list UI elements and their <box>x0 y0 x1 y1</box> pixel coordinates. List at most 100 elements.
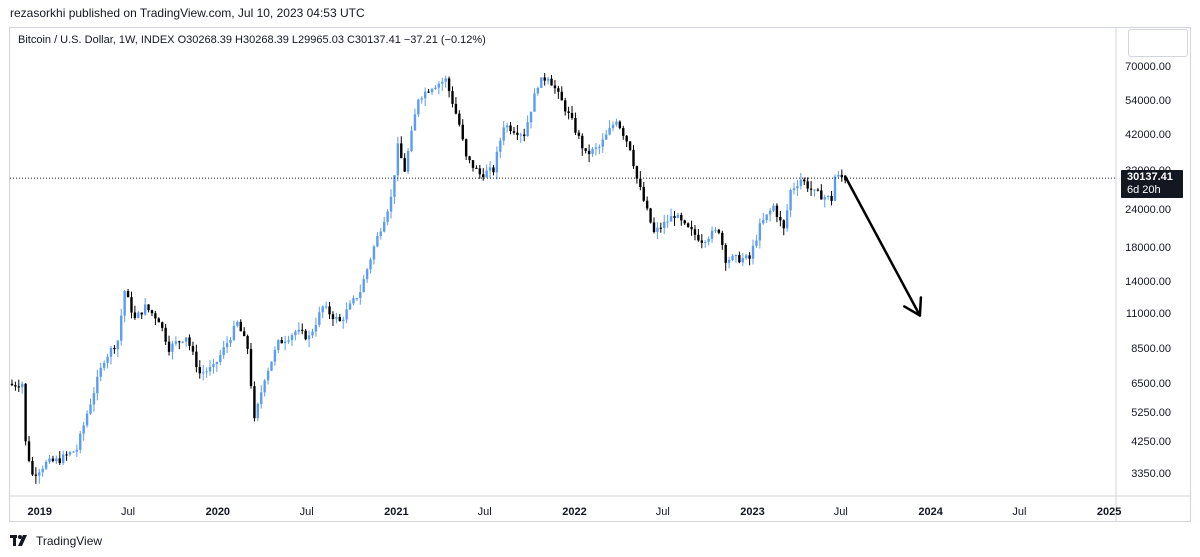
candle <box>263 379 266 397</box>
candle-body <box>686 223 690 227</box>
price-tick-label: 54000.00 <box>1125 95 1171 107</box>
time-tick-label: 2025 <box>1097 506 1121 518</box>
candle-body <box>89 404 92 414</box>
tradingview-logo-icon[interactable] <box>10 535 30 547</box>
symbol-label[interactable]: Bitcoin / U.S. Dollar, 1W, INDEX <box>18 34 175 46</box>
forecast-arrow[interactable] <box>843 175 923 317</box>
candle-body <box>123 291 126 316</box>
candle <box>789 188 792 218</box>
footer: TradingView <box>10 534 102 548</box>
candle-body <box>813 189 816 191</box>
candle <box>171 340 174 360</box>
candle-body <box>212 364 215 367</box>
candle <box>376 232 379 248</box>
candle-body <box>437 83 441 88</box>
candle <box>499 137 502 159</box>
candle <box>837 170 840 179</box>
candle-body <box>65 454 68 456</box>
arrow-head <box>903 305 922 317</box>
candle-body <box>673 216 676 218</box>
candle-body <box>560 91 563 101</box>
footer-brand[interactable]: TradingView <box>36 534 103 548</box>
candle <box>283 335 287 351</box>
candle <box>96 369 99 401</box>
chart-frame <box>9 27 1191 522</box>
candle-body <box>55 458 58 462</box>
candle-body <box>406 151 410 172</box>
candle <box>816 188 820 192</box>
candle-body <box>301 329 304 331</box>
candle-body <box>690 226 693 230</box>
candle-body <box>540 77 543 88</box>
candle-body <box>710 230 714 239</box>
candle-body <box>683 220 686 224</box>
candle-body <box>79 433 82 450</box>
candle <box>526 115 529 137</box>
candle <box>444 75 447 88</box>
chart-legend: Bitcoin / U.S. Dollar, 1W, INDEX O30268.… <box>18 34 486 46</box>
candle <box>225 336 229 353</box>
candle <box>191 341 195 355</box>
time-tick-label: 2024 <box>918 506 943 518</box>
time-tick-label: Jul <box>300 506 314 518</box>
candle <box>447 76 451 98</box>
candle <box>697 229 700 242</box>
candle <box>574 112 577 136</box>
candle-body <box>775 205 779 218</box>
candle-body <box>222 347 225 355</box>
candle-body <box>75 449 79 452</box>
candle-body <box>632 149 635 167</box>
candle-body <box>48 458 51 462</box>
candle <box>721 230 724 250</box>
candle <box>516 124 519 140</box>
candle-body <box>355 298 359 300</box>
candle <box>683 219 686 226</box>
candle-body <box>338 316 341 322</box>
candle-body <box>277 340 280 351</box>
candle-body <box>666 221 669 223</box>
candle <box>669 208 673 222</box>
candle-body <box>461 124 464 140</box>
candle-body <box>417 99 420 115</box>
candle-body <box>290 335 294 341</box>
candle <box>738 251 741 264</box>
candle-body <box>557 88 560 92</box>
candle-body <box>427 91 430 93</box>
candle-body <box>225 343 229 348</box>
candle <box>75 444 79 457</box>
candle-body <box>96 376 99 394</box>
candle <box>676 212 680 219</box>
price-tick-label: 14000.00 <box>1125 276 1171 288</box>
candle-body <box>492 167 495 173</box>
candle-body <box>208 366 212 372</box>
candle-body <box>191 345 195 352</box>
candle-body <box>99 367 102 377</box>
price-scale-corner-box[interactable] <box>1128 29 1188 57</box>
publisher-line: rezasorkhi published on TradingView.com,… <box>10 6 365 20</box>
candle-body <box>454 103 458 114</box>
candle <box>492 165 495 176</box>
candle <box>270 361 273 372</box>
candle-body <box>796 185 799 189</box>
candle <box>116 339 120 358</box>
candle-body <box>348 303 352 310</box>
candle <box>400 136 403 159</box>
candle <box>205 367 208 378</box>
candle-body <box>628 141 632 150</box>
candle-body <box>242 331 246 337</box>
candle <box>31 457 34 476</box>
candle <box>840 169 844 182</box>
candle <box>260 385 263 409</box>
candle <box>519 132 522 143</box>
candle <box>673 211 676 226</box>
candle <box>690 220 693 236</box>
candle <box>324 301 328 310</box>
candle-body <box>283 341 287 344</box>
candle <box>458 110 461 127</box>
candle-body <box>34 474 38 476</box>
candle-body <box>707 238 710 242</box>
last-price-value: 30137.41 <box>1127 171 1173 184</box>
candle-body <box>120 315 123 341</box>
candle <box>680 212 683 226</box>
candle <box>113 345 116 354</box>
